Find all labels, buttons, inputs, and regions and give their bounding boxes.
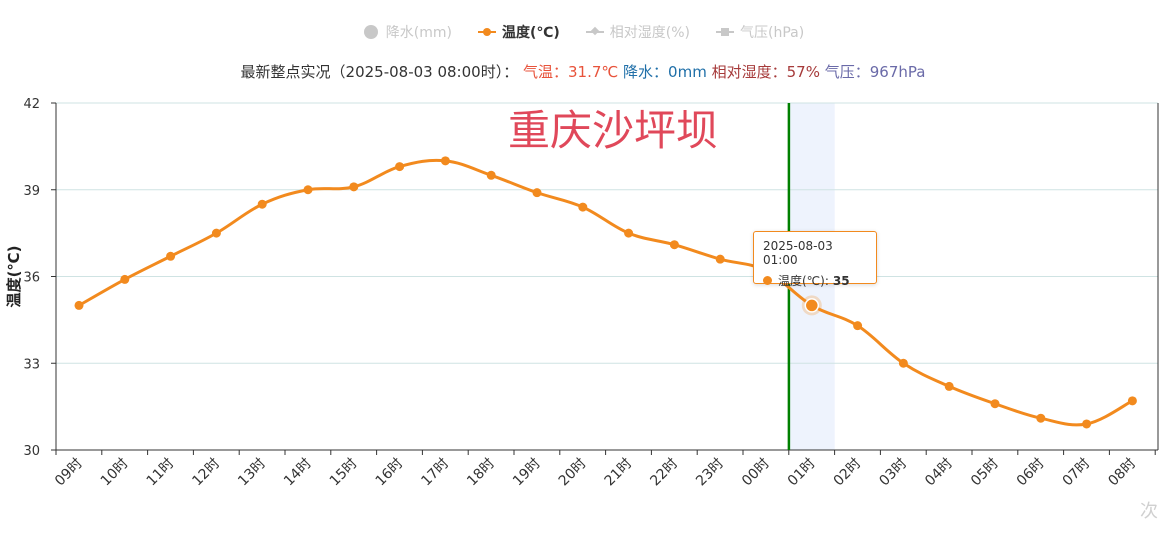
data-point — [166, 251, 176, 261]
x-tick-label: 16时 — [373, 456, 407, 490]
data-point — [898, 358, 908, 368]
x-tick-label: 17时 — [418, 456, 452, 490]
summary-humidity-value: 57% — [786, 63, 820, 81]
legend-label: 温度(℃) — [502, 25, 560, 41]
summary-precip-value: 0mm — [668, 63, 707, 81]
y-tick-label: 42 — [23, 97, 40, 112]
data-point — [578, 202, 588, 212]
y-tick-label: 39 — [23, 184, 40, 199]
x-tick-label: 22时 — [647, 456, 681, 490]
x-tick-label: 09时 — [52, 456, 86, 490]
x-tick-label: 00时 — [739, 456, 773, 490]
summary-pressure-value: 967hPa — [869, 63, 926, 81]
summary-temp-label: 气温： — [522, 63, 568, 81]
data-point — [804, 298, 820, 313]
station-annotation: 重庆沙坪坝 — [508, 106, 718, 155]
data-point — [1082, 419, 1092, 429]
watermark: 次 — [1140, 501, 1158, 522]
x-tick-label: 14时 — [281, 456, 315, 490]
data-point — [669, 240, 679, 250]
x-tick-label: 02时 — [831, 456, 865, 490]
legend-label: 相对湿度(%) — [609, 25, 690, 41]
x-tick-label: 06时 — [1014, 456, 1048, 490]
legend-item-precipitation[interactable]: 降水(mm) — [362, 22, 452, 42]
tooltip-time: 2025-08-03 01:00 — [763, 239, 833, 267]
summary-pressure-label: 气压： — [824, 63, 870, 81]
latest-observation-summary: 最新整点实况（2025-08-03 08:00时）： 气温：31.7℃ 降水：0… — [0, 61, 1166, 82]
data-point — [211, 228, 221, 238]
data-point — [944, 381, 954, 391]
y-tick-label: 36 — [23, 271, 40, 286]
x-tick-label: 20时 — [556, 456, 590, 490]
summary-temp-value: 31.7℃ — [568, 63, 619, 81]
humidity-legend-icon — [585, 25, 604, 39]
data-point — [715, 254, 725, 264]
y-tick-label: 30 — [23, 444, 40, 459]
data-point — [349, 182, 359, 192]
x-tick-label: 01时 — [785, 456, 819, 490]
data-point — [853, 321, 863, 331]
x-tick-label: 13时 — [235, 456, 269, 490]
data-point — [486, 170, 496, 180]
data-point — [624, 228, 634, 238]
x-tick-label: 11时 — [144, 456, 178, 490]
pressure-legend-icon — [715, 25, 734, 39]
summary-precip-label: 降水： — [623, 63, 669, 81]
x-tick-label: 04时 — [922, 456, 956, 490]
summary-prefix: 最新整点实况（2025-08-03 08:00时）： — [240, 63, 519, 81]
x-tick-label: 12时 — [189, 456, 223, 490]
x-tick-label: 15时 — [327, 456, 361, 490]
data-point — [1127, 396, 1137, 406]
data-point — [74, 300, 84, 310]
data-point — [440, 156, 450, 166]
tooltip-series-dot-icon — [763, 276, 772, 285]
x-tick-label: 19时 — [510, 456, 544, 490]
data-point — [532, 188, 542, 198]
tooltip-series-label: 温度(℃): — [778, 274, 829, 288]
temperature-series-line — [78, 158, 1134, 427]
data-point — [303, 185, 313, 195]
x-tick-label: 05时 — [968, 456, 1002, 490]
x-tick-label: 21时 — [602, 456, 636, 490]
data-point — [990, 399, 1000, 409]
precipitation-legend-icon — [362, 25, 380, 39]
data-point — [395, 162, 405, 172]
legend-item-pressure[interactable]: 气压(hPa) — [715, 22, 805, 42]
data-point — [120, 274, 130, 284]
x-tick-label: 18时 — [464, 456, 498, 490]
y-axis-label: 温度(℃) — [5, 246, 23, 308]
x-tick-label: 07时 — [1060, 456, 1094, 490]
data-point — [1036, 413, 1046, 423]
summary-humidity-label: 相对湿度： — [711, 63, 787, 81]
tooltip-value: 35 — [832, 273, 850, 288]
x-tick-label: 03时 — [876, 456, 910, 490]
x-tick-label: 23时 — [693, 456, 727, 490]
y-tick-label: 33 — [23, 357, 40, 372]
data-tooltip: 2025-08-03 01:00 温度(℃): 35 — [753, 231, 877, 288]
legend-item-temperature[interactable]: 温度(℃) — [478, 22, 560, 42]
temperature-legend-icon — [478, 25, 496, 39]
legend-item-humidity[interactable]: 相对湿度(%) — [585, 22, 690, 42]
x-tick-label: 08时 — [1105, 456, 1139, 490]
data-point — [257, 199, 267, 209]
legend-label: 降水(mm) — [385, 25, 452, 41]
x-tick-label: 10时 — [98, 456, 132, 490]
legend-label: 气压(hPa) — [739, 25, 805, 41]
chart-legend: 降水(mm) 温度(℃) 相对湿度(%) 气压(hPa) — [0, 22, 1166, 42]
